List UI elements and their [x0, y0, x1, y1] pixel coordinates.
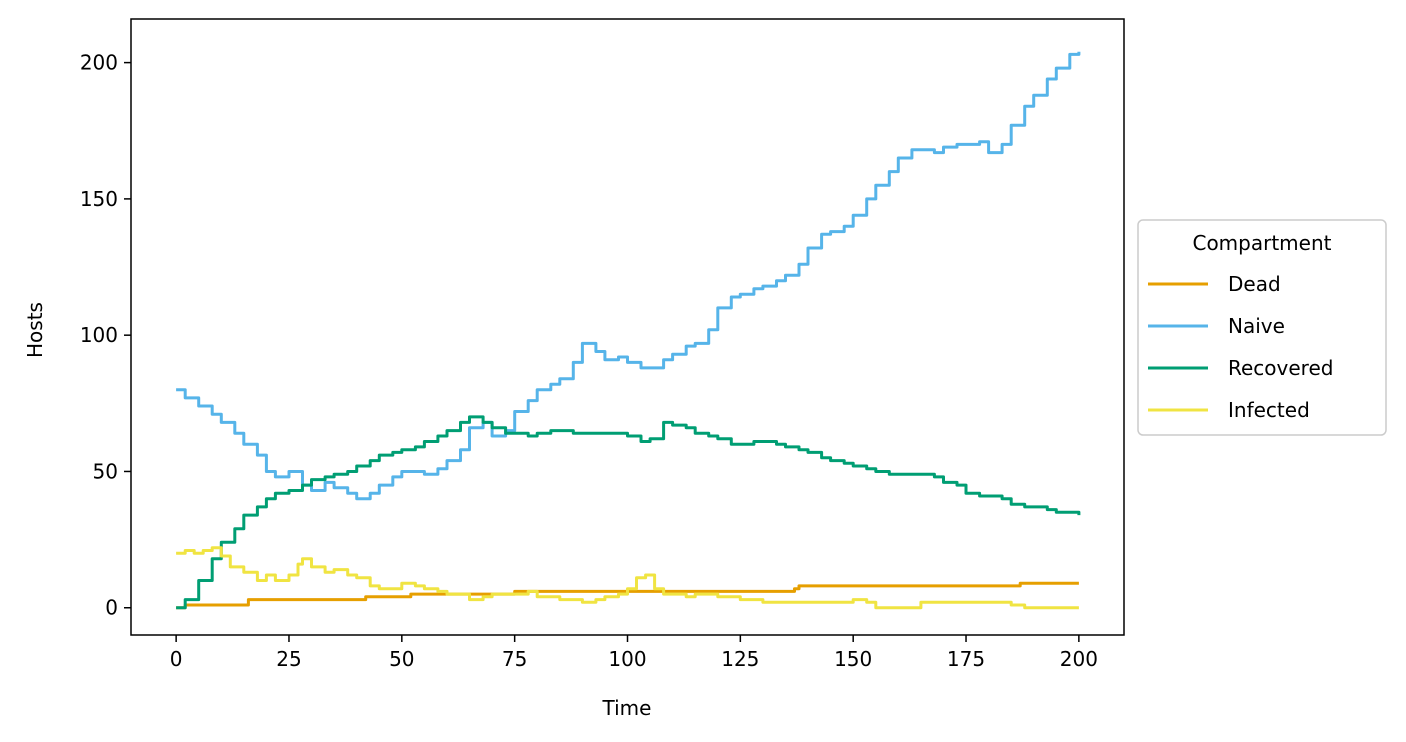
x-axis: 0 25 50 75 100 125 150 175 200 — [170, 635, 1098, 671]
legend-title: Compartment — [1192, 231, 1331, 255]
y-tick-label: 200 — [80, 51, 118, 75]
legend-label-infected: Infected — [1228, 398, 1310, 422]
legend-label-dead: Dead — [1228, 272, 1281, 296]
series-line-recovered — [176, 415, 1081, 610]
y-axis: 0 50 100 150 200 — [80, 51, 131, 620]
series-line-naive — [176, 51, 1081, 501]
series-line-infected — [176, 546, 1079, 610]
legend: Compartment Dead Naive Recovered Infected — [1137, 219, 1387, 436]
x-tick-label: 175 — [947, 647, 985, 671]
x-tick-label: 50 — [389, 647, 414, 671]
legend-label-recovered: Recovered — [1228, 356, 1333, 380]
y-axis-label: Hosts — [23, 302, 47, 358]
x-tick-label: 125 — [721, 647, 759, 671]
y-tick-label: 0 — [105, 596, 118, 620]
x-tick-label: 200 — [1060, 647, 1098, 671]
x-tick-label: 75 — [502, 647, 527, 671]
y-tick-label: 150 — [80, 187, 118, 211]
plot-lines — [176, 51, 1081, 610]
x-axis-label: Time — [602, 696, 652, 720]
legend-label-naive: Naive — [1228, 314, 1285, 338]
y-tick-label: 100 — [80, 323, 118, 347]
series-line-dead — [176, 581, 1079, 610]
x-tick-label: 25 — [276, 647, 301, 671]
x-tick-label: 100 — [608, 647, 646, 671]
legend-items: Dead Naive Recovered Infected — [1148, 272, 1333, 422]
y-tick-label: 50 — [93, 459, 118, 483]
x-tick-label: 0 — [170, 647, 183, 671]
x-tick-label: 150 — [834, 647, 872, 671]
legend-box — [1137, 219, 1387, 436]
